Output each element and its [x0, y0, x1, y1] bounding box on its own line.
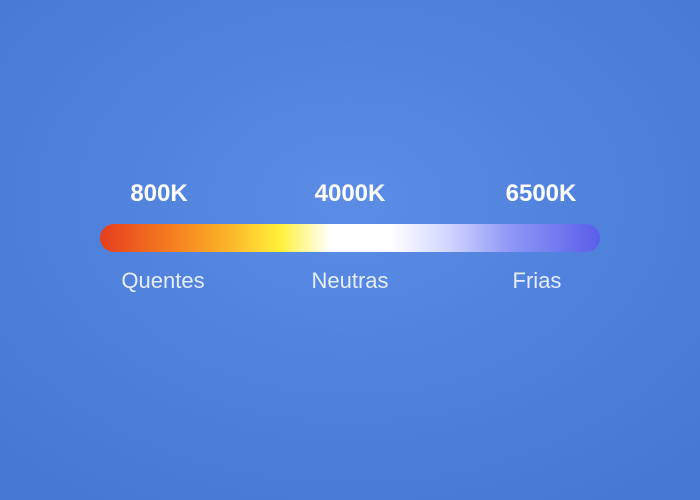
- kelvin-label-mid: 4000K: [305, 180, 395, 208]
- category-label-warm: Quentes: [108, 268, 218, 294]
- category-label-neutral: Neutras: [295, 268, 405, 294]
- scale-group: 800K 4000K 6500K Quentes Neutras Frias: [100, 180, 600, 294]
- category-label-cool: Frias: [482, 268, 592, 294]
- gradient-bar: [100, 224, 600, 252]
- category-labels-row: Quentes Neutras Frias: [100, 268, 600, 294]
- kelvin-label-high: 6500K: [496, 180, 586, 208]
- kelvin-labels-row: 800K 4000K 6500K: [100, 180, 600, 208]
- color-temperature-infographic: 800K 4000K 6500K Quentes Neutras Frias: [0, 0, 700, 500]
- kelvin-label-low: 800K: [114, 180, 204, 208]
